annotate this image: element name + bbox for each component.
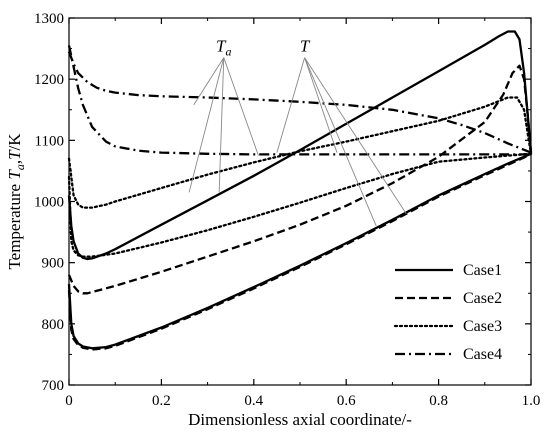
annotation-symbol: T	[216, 37, 227, 56]
legend-label-case3: Case3	[463, 318, 502, 335]
annotation-leader-line	[193, 57, 225, 106]
y-axis-label-symbol-t: T	[5, 149, 24, 160]
y-axis-label-subscript: a	[13, 164, 27, 170]
x-tick-label: 0.8	[429, 393, 448, 409]
series-line-case2-lower	[67, 153, 532, 351]
axes-layer: 0 0.2 0.4 0.6 0.8 1.0 700 800 900 1000 1100 1200 130…	[34, 11, 540, 409]
legend: Case1 Case2 Case3 Case4	[389, 244, 525, 363]
series-line-case3-upper	[67, 96, 533, 209]
series-line-case3-lower	[67, 152, 533, 258]
x-tick-label: 0.4	[244, 393, 263, 409]
annotation-leader-line	[223, 57, 259, 156]
annotation-symbol: T	[300, 37, 311, 56]
annotation-layer: Ta T	[188, 37, 407, 227]
y-axis-label-unit: /K	[5, 133, 24, 151]
annotation-leader-line	[304, 57, 377, 227]
legend-label-case4: Case4	[463, 346, 502, 363]
y-tick-label: 900	[42, 256, 65, 272]
x-axis-label: Dimensionless axial coordinate/-	[188, 410, 412, 429]
annotation-leader-line	[276, 57, 306, 153]
annotation-label-t: T	[300, 37, 311, 56]
legend-label-case1: Case1	[463, 262, 502, 279]
y-tick-label: 1100	[35, 133, 64, 149]
annotation-subscript: a	[226, 45, 232, 59]
x-tick-label: 1.0	[522, 393, 541, 409]
y-axis-label: Temperature Ta,T/K	[5, 133, 27, 270]
legend-box	[389, 244, 525, 360]
series-line-case2-upper	[67, 64, 533, 295]
x-tick-label: 0.2	[152, 393, 171, 409]
series-line-case4-upper	[67, 51, 532, 154]
y-tick-label: 1000	[34, 195, 64, 211]
annotation-leader-line	[304, 57, 338, 153]
x-tick-label: 0	[65, 393, 73, 409]
y-axis-label-separator: ,	[5, 160, 24, 164]
annotation-leader-line	[304, 57, 407, 214]
series-layer	[67, 30, 533, 351]
y-tick-label: 700	[42, 378, 65, 394]
annotation-leader-line	[218, 57, 225, 193]
y-tick-label: 1200	[34, 72, 64, 88]
y-axis-label-symbol-ta: T	[5, 169, 24, 180]
annotation-label-ta: Ta	[216, 37, 231, 59]
x-tick-label: 0.6	[337, 393, 356, 409]
y-tick-label: 800	[42, 317, 65, 333]
legend-label-case2: Case2	[463, 290, 502, 307]
annotation-leader-line	[188, 57, 225, 193]
y-tick-label: 1300	[34, 11, 64, 27]
y-axis-label-prefix: Temperature	[5, 180, 24, 270]
series-line-case4-lower	[67, 45, 531, 156]
